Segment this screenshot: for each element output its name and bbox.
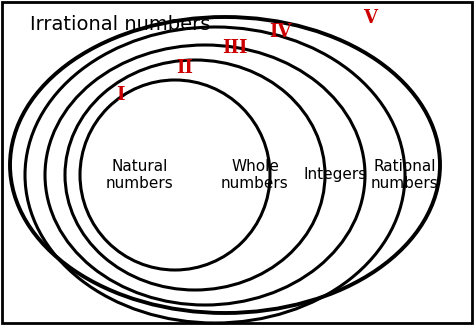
Text: Rational
numbers: Rational numbers [371, 159, 439, 191]
Text: Irrational numbers: Irrational numbers [30, 15, 210, 34]
Text: V: V [363, 9, 377, 27]
Text: III: III [222, 39, 248, 57]
Text: I: I [116, 86, 124, 104]
Text: Whole
numbers: Whole numbers [221, 159, 289, 191]
Text: Integers: Integers [303, 167, 366, 183]
Text: Natural
numbers: Natural numbers [106, 159, 174, 191]
Text: IV: IV [269, 23, 291, 41]
Text: II: II [176, 59, 193, 77]
